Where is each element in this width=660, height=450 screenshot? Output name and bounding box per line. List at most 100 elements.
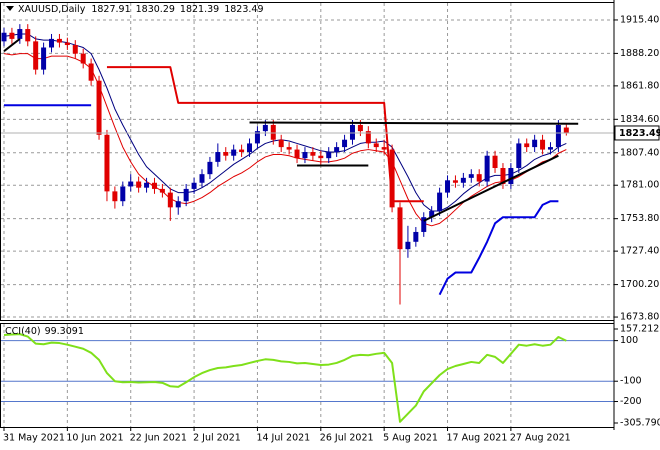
candle-body bbox=[492, 155, 498, 169]
price-tick-label: 1861.80 bbox=[620, 80, 659, 91]
date-tick-label: 31 May 2021 bbox=[3, 433, 65, 444]
candle-body bbox=[421, 217, 427, 232]
cci-tick-label: -200 bbox=[620, 396, 642, 407]
candle-body bbox=[437, 192, 443, 212]
candle-body bbox=[199, 174, 205, 183]
cci-tick-label: -305.7909 bbox=[620, 417, 660, 428]
candle-body bbox=[96, 80, 102, 135]
last-close: 1823.49 bbox=[224, 4, 263, 15]
candle-body bbox=[302, 152, 308, 159]
candle-body bbox=[112, 191, 118, 202]
current-price-label: 1823.49 bbox=[619, 128, 660, 139]
candle-body bbox=[175, 201, 181, 208]
collapse-icon bbox=[6, 6, 14, 11]
date-tick-label: 17 Aug 2021 bbox=[447, 433, 508, 444]
indicator-header: CCI(40) 99.3091 bbox=[5, 326, 84, 337]
trend-line bbox=[3, 38, 21, 52]
indicator-name: CCI(40) bbox=[5, 326, 41, 337]
candle-body bbox=[223, 152, 229, 156]
date-tick-label: 2 Jul 2021 bbox=[193, 433, 241, 444]
candle-body bbox=[49, 38, 55, 48]
candle-body bbox=[405, 241, 411, 250]
candle-body bbox=[547, 147, 553, 150]
candle-body bbox=[452, 180, 458, 183]
cci-line bbox=[3, 333, 567, 423]
price-tick-label: 1700.20 bbox=[620, 279, 659, 290]
candle-body bbox=[88, 63, 94, 81]
candle-body bbox=[207, 161, 213, 175]
candle-body bbox=[254, 131, 260, 144]
candle-body bbox=[286, 147, 292, 150]
candle-body bbox=[151, 182, 157, 189]
candle-body bbox=[334, 147, 340, 153]
price-tick-label: 1753.80 bbox=[620, 213, 659, 224]
date-tick-label: 27 Aug 2021 bbox=[510, 433, 571, 444]
date-tick-label: 10 Jun 2021 bbox=[66, 433, 123, 444]
date-tick-label: 14 Jul 2021 bbox=[256, 433, 310, 444]
candle-body bbox=[231, 149, 237, 156]
candle-body bbox=[310, 152, 316, 156]
candle-body bbox=[429, 211, 435, 218]
candle-body bbox=[318, 155, 324, 159]
candle-body bbox=[524, 143, 530, 148]
date-tick-label: 22 Jun 2021 bbox=[130, 433, 187, 444]
candle-body bbox=[80, 53, 86, 64]
candle-body bbox=[445, 180, 451, 193]
overlay-line bbox=[4, 104, 559, 296]
cci-tick-label: 100 bbox=[620, 335, 638, 346]
candle-body bbox=[381, 147, 387, 150]
candle-body bbox=[56, 38, 62, 43]
price-tick-label: 1727.40 bbox=[620, 246, 659, 257]
price-tick-label: 1834.60 bbox=[620, 114, 659, 125]
candle-body bbox=[215, 152, 221, 162]
candle-body bbox=[357, 124, 363, 132]
chart-header: XAUUSD,Daily 1827.91 1830.29 1821.39 1823.49 bbox=[18, 4, 264, 15]
overlay-line bbox=[106, 66, 424, 203]
candle-body bbox=[262, 124, 268, 132]
candle-body bbox=[183, 188, 189, 202]
candle-body bbox=[365, 131, 371, 144]
candle-body bbox=[9, 32, 15, 39]
candle-body bbox=[17, 29, 23, 39]
candle-body bbox=[270, 124, 276, 140]
candle-body bbox=[25, 29, 31, 42]
indicator-last: 99.3091 bbox=[45, 326, 84, 337]
date-tick-label: 26 Jul 2021 bbox=[320, 433, 374, 444]
grid-layer bbox=[1, 3, 614, 427]
last-high: 1830.29 bbox=[136, 4, 175, 15]
cci-tick-label: -100 bbox=[620, 376, 642, 387]
price-tick-label: 1781.00 bbox=[620, 180, 659, 191]
candle-body bbox=[167, 192, 173, 208]
candle-body bbox=[104, 134, 110, 192]
candle-body bbox=[1, 32, 7, 42]
price-tick-label: 1807.40 bbox=[620, 147, 659, 158]
candle-body bbox=[247, 143, 253, 153]
candle-body bbox=[239, 149, 245, 153]
candle-body bbox=[532, 139, 538, 148]
candle-body bbox=[136, 181, 142, 188]
cci-tick-label: 157.2123 bbox=[620, 324, 660, 335]
price-tick-label: 1915.40 bbox=[620, 14, 659, 25]
trend-line bbox=[423, 154, 559, 222]
candle-body bbox=[500, 168, 506, 184]
candle-body bbox=[563, 127, 569, 133]
candle-body bbox=[342, 139, 348, 148]
candle-body bbox=[128, 181, 134, 187]
trend-line bbox=[249, 121, 579, 125]
candle-body bbox=[413, 231, 419, 242]
mark-layer bbox=[1, 24, 614, 423]
candle-body bbox=[326, 152, 332, 159]
candle-body bbox=[294, 149, 300, 159]
candle-body bbox=[144, 182, 150, 188]
candle-body bbox=[278, 139, 284, 148]
candle-body bbox=[349, 124, 355, 140]
price-tick-label: 1673.80 bbox=[620, 312, 659, 323]
candle-body bbox=[397, 207, 403, 250]
candle-body bbox=[191, 182, 197, 189]
candle-body bbox=[33, 41, 39, 70]
candle-body bbox=[159, 188, 165, 193]
